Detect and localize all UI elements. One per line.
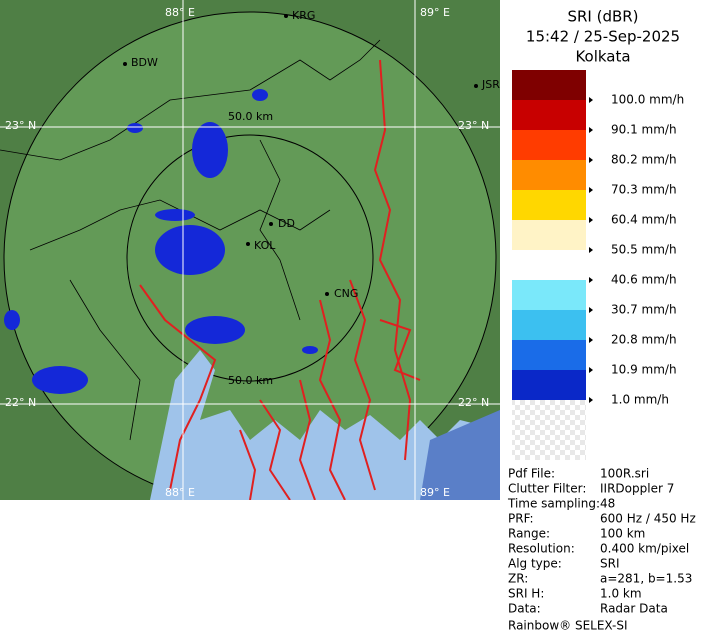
scale-box [512, 190, 586, 220]
info-key: Alg type: [508, 557, 562, 571]
scale-pointer [589, 157, 593, 163]
scale-box [512, 370, 586, 400]
range-inner [126, 134, 374, 382]
lon-label: 88° E [165, 6, 195, 19]
scale-box [512, 130, 586, 160]
city-label: BDW [131, 56, 158, 69]
color-scale: 100.0 mm/h 90.1 mm/h 80.2 mm/h 70.3 mm/h 60.… [512, 70, 684, 460]
scale-box [512, 280, 586, 310]
scale-label: 70.3 mm/h [611, 183, 677, 197]
scale-box [512, 70, 586, 100]
lat-label: 22° N [5, 396, 36, 409]
lon-label: 88° E [165, 486, 195, 499]
scale-label: 30.7 mm/h [611, 303, 677, 317]
graticule [0, 0, 500, 500]
scale-label: 40.6 mm/h [611, 273, 677, 287]
scale-box [512, 340, 586, 370]
scale-pointer [589, 307, 593, 313]
sea [420, 410, 500, 500]
info-key: Resolution: [508, 542, 575, 556]
info-key: Data: [508, 602, 541, 616]
lat-label: 23° N [5, 119, 36, 132]
info-value: 600 Hz / 450 Hz [600, 512, 696, 526]
legend-site: Kolkata [575, 48, 630, 66]
lat-label: 22° N [458, 396, 489, 409]
scale-box [512, 100, 586, 130]
range-outer [3, 11, 497, 500]
ring-label: 50.0 km [228, 110, 273, 123]
city-label: KRG [292, 9, 315, 22]
city-dots [123, 14, 478, 296]
lon-label: 89° E [420, 6, 450, 19]
scale-label: 60.4 mm/h [611, 213, 677, 227]
info-key: Clutter Filter: [508, 482, 586, 496]
info-value: a=281, b=1.53 [600, 572, 692, 586]
info-key: PRF: [508, 512, 534, 526]
info-value: 0.400 km/pixel [600, 542, 689, 556]
scale-label: 80.2 mm/h [611, 153, 677, 167]
info-key: Time sampling: [507, 497, 600, 511]
legend-time: 15:42 / 25-Sep-2025 [526, 28, 680, 46]
echoes [4, 89, 318, 394]
city-label: KOL [254, 239, 276, 252]
info-table: Pdf File: 100R.sri Clutter Filter: IIRDoppl… [507, 467, 696, 616]
scale-pointer [589, 217, 593, 223]
scale-box [512, 160, 586, 190]
scale-box [512, 250, 586, 280]
info-key: SRI H: [508, 587, 544, 601]
scale-pointer [589, 97, 593, 103]
scale-label: 100.0 mm/h [611, 93, 684, 107]
info-value: Radar Data [600, 602, 668, 616]
lon-label: 89° E [420, 486, 450, 499]
scale-pointer [589, 367, 593, 373]
scale-pointer [589, 277, 593, 283]
scale-label: 20.8 mm/h [611, 333, 677, 347]
footer: Rainbow® SELEX-SI [508, 619, 628, 633]
city-label: JSR [481, 78, 500, 91]
lat-label: 23° N [458, 119, 489, 132]
scale-label: 50.5 mm/h [611, 243, 677, 257]
info-key: Range: [508, 527, 550, 541]
scale-pointer [589, 247, 593, 253]
city-label: DD [278, 217, 295, 230]
scale-label: 1.0 mm/h [611, 393, 669, 407]
info-value: SRI [600, 557, 620, 571]
info-key: Pdf File: [508, 467, 555, 481]
info-key: ZR: [508, 572, 528, 586]
scale-pointer [589, 127, 593, 133]
scale-box [512, 310, 586, 340]
scale-pointer [589, 187, 593, 193]
info-value: 100 km [600, 527, 645, 541]
info-value: 1.0 km [600, 587, 642, 601]
scale-pointer [589, 397, 593, 403]
scale-pointer [589, 337, 593, 343]
scale-label: 10.9 mm/h [611, 363, 677, 377]
city-label: CNG [334, 287, 358, 300]
info-value: 100R.sri [600, 467, 649, 481]
rivers [139, 59, 421, 500]
map: 88° E 89° E 88° E 89° E 23° N 23° N 22° … [0, 0, 500, 500]
legend-title: SRI (dBR) [567, 8, 638, 26]
scale-box [512, 220, 586, 250]
scale-label: 90.1 mm/h [611, 123, 677, 137]
scale-box [512, 400, 586, 460]
water [150, 350, 500, 500]
info-value: IIRDoppler 7 [600, 482, 674, 496]
ring-label: 50.0 km [228, 374, 273, 387]
info-value: 48 [600, 497, 615, 511]
